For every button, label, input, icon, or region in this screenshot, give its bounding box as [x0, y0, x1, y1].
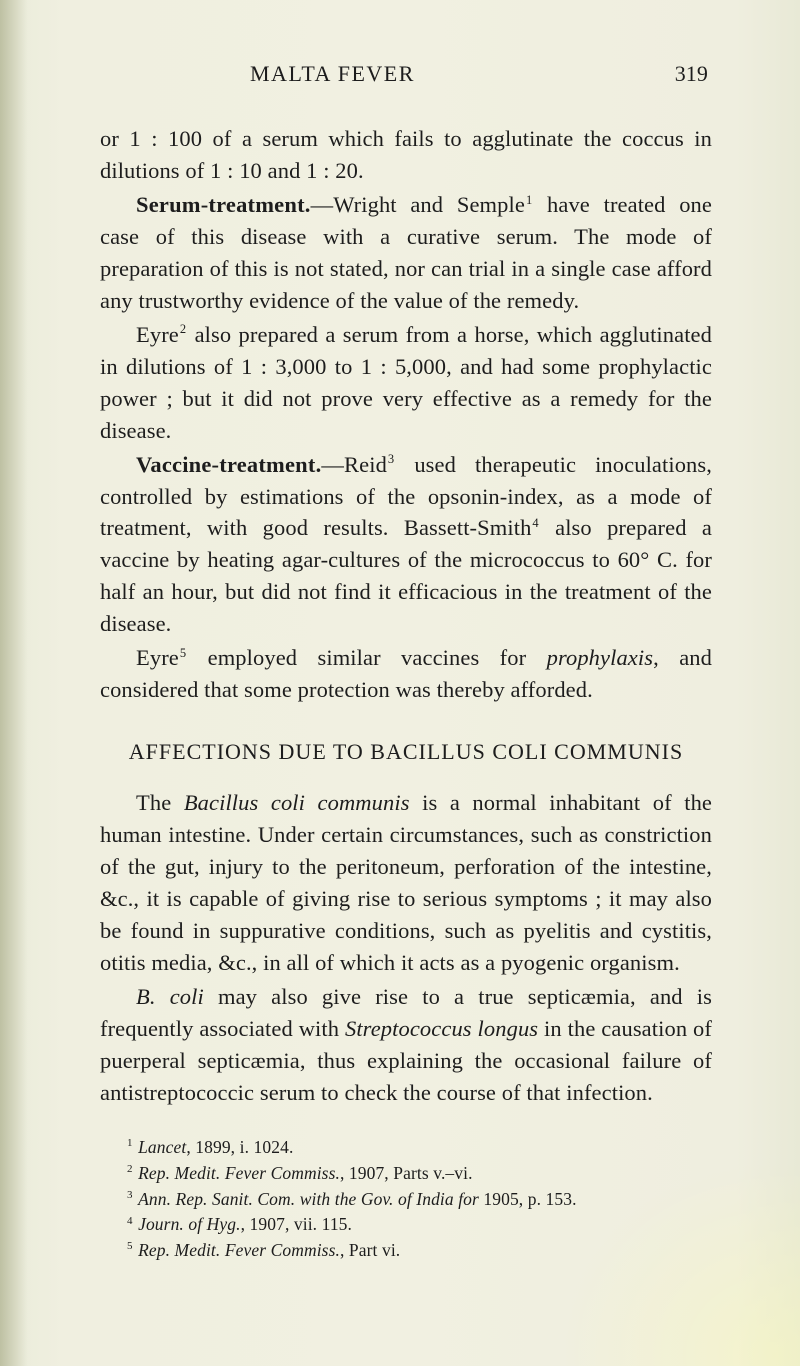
footnote-4: 4 Journ. of Hyg., 1907, vii. 115.: [100, 1212, 712, 1238]
footnote-ref-2: 2: [179, 322, 187, 336]
footnote-marker: 4: [126, 1215, 134, 1227]
term-prophylaxis: prophylaxis: [547, 645, 654, 670]
para-serum-treatment: Serum-treatment.—Wright and Semple1 have…: [100, 189, 712, 317]
footnote-1: 1 Lancet, 1899, i. 1024.: [100, 1135, 712, 1161]
para-vaccine-treatment: Vaccine-treatment.—Reid3 used therapeuti…: [100, 449, 712, 641]
footnote-text: , 1907, vii. 115.: [241, 1214, 352, 1234]
footnote-text: 1905, p. 153.: [479, 1189, 577, 1209]
footnote-source: Rep. Medit. Fever Commiss.: [138, 1240, 340, 1260]
text: —Reid: [321, 452, 387, 477]
footnote-5: 5 Rep. Medit. Fever Commiss., Part vi.: [100, 1238, 712, 1264]
footnote-ref-4: 4: [531, 516, 539, 530]
footnote-text: , Part vi.: [340, 1240, 400, 1260]
footnote-text: , 1899, i. 1024.: [186, 1137, 293, 1157]
text: employed similar vaccines for: [187, 645, 546, 670]
footnote-source: Journ. of Hyg.: [138, 1214, 241, 1234]
footnote-ref-5: 5: [179, 646, 187, 660]
text: The: [136, 790, 184, 815]
para-eyre-serum: Eyre2 also prepared a serum from a horse…: [100, 319, 712, 447]
term-b-coli: B. coli: [136, 984, 204, 1009]
term-streptococcus-longus: Streptococcus longus: [345, 1016, 538, 1041]
para-eyre-vaccine: Eyre5 employed similar vaccines for prop…: [100, 642, 712, 706]
para-bacillus-intro: The Bacillus coli communis is a normal i…: [100, 787, 712, 979]
footnote-source: Rep. Medit. Fever Commiss.: [138, 1163, 340, 1183]
text: also prepared a serum from a horse, whic…: [100, 322, 712, 443]
section-heading-affections: AFFECTIONS DUE TO BACILLUS COLI COMMUNIS: [100, 736, 712, 767]
footnote-marker: 1: [126, 1137, 134, 1149]
footnote-marker: 3: [126, 1189, 134, 1201]
text: Eyre: [136, 322, 179, 347]
term-bacillus-coli-communis: Bacillus coli communis: [184, 790, 410, 815]
footnote-source: Ann. Rep. Sanit. Com. with the Gov. of I…: [138, 1189, 479, 1209]
para-bcoli-septicaemia: B. coli may also give rise to a true sep…: [100, 981, 712, 1109]
heading-serum-treatment: Serum-treatment.: [136, 192, 311, 217]
footnotes: 1 Lancet, 1899, i. 1024. 2 Rep. Medit. F…: [100, 1135, 712, 1264]
footnote-source: Lancet: [138, 1137, 186, 1157]
text: is a normal inhabitant of the human inte…: [100, 790, 712, 975]
heading-vaccine-treatment: Vaccine-treatment.: [136, 452, 321, 477]
running-head: MALTA FEVER 319: [100, 58, 712, 89]
footnote-3: 3 Ann. Rep. Sanit. Com. with the Gov. of…: [100, 1187, 712, 1213]
footnote-marker: 2: [126, 1163, 134, 1175]
text: —Wright and Semple: [311, 192, 525, 217]
footnote-2: 2 Rep. Medit. Fever Commiss., 1907, Part…: [100, 1161, 712, 1187]
footnote-text: , 1907, Parts v.–vi.: [340, 1163, 473, 1183]
running-title: MALTA FEVER: [250, 58, 415, 89]
footnote-marker: 5: [126, 1240, 134, 1252]
page: MALTA FEVER 319 or 1 : 100 of a serum wh…: [0, 0, 800, 1366]
text: Eyre: [136, 645, 179, 670]
page-number: 319: [675, 58, 708, 89]
para-continuation: or 1 : 100 of a serum which fails to agg…: [100, 123, 712, 187]
